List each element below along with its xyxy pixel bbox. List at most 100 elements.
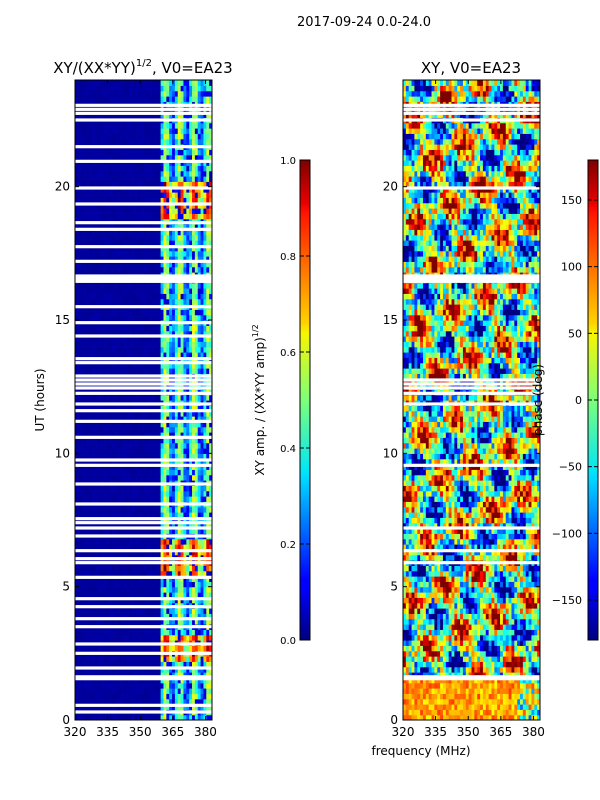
heatmap-cell: [180, 570, 185, 577]
heatmap-cell: [80, 544, 85, 550]
heatmap-cell: [129, 410, 133, 417]
heatmap-cell: [83, 549, 88, 556]
heatmap-cell: [169, 544, 173, 550]
heatmap-cell: [192, 693, 196, 700]
heatmap-cell: [194, 256, 199, 262]
heatmap-cell: [154, 586, 159, 593]
heatmap-cell: [106, 682, 110, 689]
heatmap-cell: [132, 250, 136, 257]
heatmap-cell: [166, 229, 170, 236]
heatmap-cell: [137, 224, 142, 230]
heatmap-cell: [163, 656, 167, 662]
heatmap-cell: [203, 597, 207, 604]
heatmap-cell: [100, 170, 105, 177]
heatmap-cell: [200, 261, 205, 268]
heatmap-cell: [177, 197, 182, 204]
heatmap-cell: [189, 394, 193, 401]
heatmap-cell: [114, 544, 119, 550]
heatmap-cell: [172, 261, 176, 268]
heatmap-cell: [117, 490, 122, 497]
heatmap-cell: [166, 250, 170, 257]
heatmap-cell: [100, 469, 105, 476]
heatmap-cell: [106, 266, 110, 273]
heatmap-cell: [80, 293, 85, 300]
heatmap-cell: [197, 544, 202, 550]
heatmap-cell: [209, 298, 212, 305]
heatmap-cell: [77, 165, 82, 172]
heatmap-cell: [177, 416, 182, 422]
heatmap-cell: [177, 394, 182, 401]
heatmap-cell: [197, 485, 202, 492]
heatmap-cell: [140, 682, 145, 689]
heatmap-cell: [183, 234, 187, 241]
heatmap-cell: [166, 576, 170, 582]
heatmap-cell: [203, 592, 207, 598]
heatmap-cell: [112, 309, 116, 316]
heatmap-cell: [174, 421, 179, 428]
heatmap-cell: [106, 362, 110, 369]
heatmap-cell: [206, 288, 210, 294]
heatmap-cell: [203, 224, 207, 230]
heatmap-cell: [132, 282, 136, 289]
heatmap-cell: [137, 570, 142, 577]
heatmap-cell: [106, 250, 110, 257]
heatmap-cell: [77, 181, 82, 188]
heatmap-cell: [117, 453, 122, 460]
heatmap-cell: [203, 405, 207, 412]
heatmap-cell: [106, 394, 110, 401]
heatmap-cell: [140, 528, 145, 534]
heatmap-cell: [106, 298, 110, 305]
heatmap-cell: [77, 394, 82, 401]
heatmap-cell: [152, 549, 156, 556]
heatmap-cell: [89, 202, 93, 209]
heatmap-cell: [152, 224, 156, 230]
heatmap-cell: [132, 704, 136, 710]
heatmap-cell: [134, 666, 139, 673]
heatmap-cell: [132, 453, 136, 460]
heatmap-cell: [206, 666, 210, 673]
heatmap-cell: [169, 405, 173, 412]
heatmap-cell: [120, 474, 125, 481]
heatmap-cell: [80, 426, 85, 433]
heatmap-cell: [77, 592, 82, 598]
heatmap-cell: [177, 453, 182, 460]
heatmap-cell: [80, 298, 85, 305]
heatmap-cell: [174, 186, 179, 193]
heatmap-cell: [189, 538, 193, 545]
heatmap-cell: [92, 410, 96, 417]
heatmap-cell: [132, 565, 136, 572]
heatmap-cell: [103, 469, 107, 476]
heatmap-cell: [129, 261, 133, 268]
heatmap-cell: [80, 496, 85, 502]
heatmap-cell: [83, 234, 88, 241]
heatmap-cell: [80, 186, 85, 193]
heatmap-cell: [134, 528, 139, 534]
heatmap-cell: [206, 592, 210, 598]
heatmap-cell: [192, 586, 196, 593]
heatmap-cell: [75, 698, 79, 705]
heatmap-cell: [152, 517, 156, 524]
heatmap-cell: [89, 282, 93, 289]
heatmap-cell: [197, 490, 202, 497]
heatmap-cell: [77, 538, 82, 545]
heatmap-cell: [180, 528, 185, 534]
heatmap-cell: [134, 202, 139, 209]
heatmap-cell: [172, 421, 176, 428]
heatmap-cell: [134, 410, 139, 417]
heatmap-cell: [92, 570, 96, 577]
heatmap-cell: [177, 522, 182, 529]
heatmap-cell: [100, 437, 105, 444]
heatmap-cell: [177, 325, 182, 332]
heatmap-cell: [194, 234, 199, 241]
heatmap-cell: [120, 330, 125, 337]
heatmap-cell: [174, 213, 179, 220]
heatmap-cell: [174, 256, 179, 262]
heatmap-cell: [209, 181, 212, 188]
heatmap-cell: [172, 528, 176, 534]
heatmap-cell: [114, 165, 119, 172]
heatmap-cell: [189, 325, 193, 332]
heatmap-cell: [203, 453, 207, 460]
heatmap-cell: [112, 368, 116, 374]
heatmap-cell: [94, 698, 99, 705]
heatmap-cell: [106, 522, 110, 529]
